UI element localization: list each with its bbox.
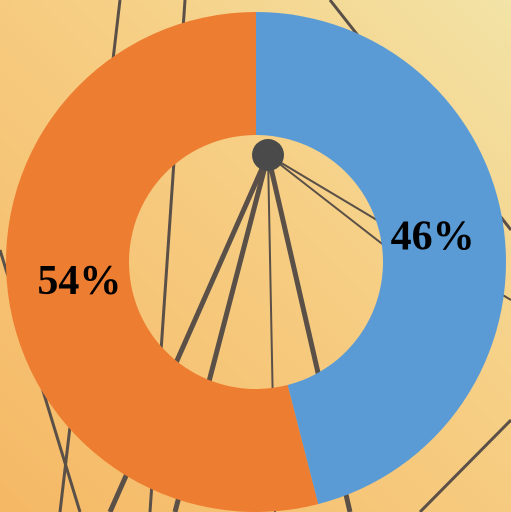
labels: 46% 54% [37,213,474,304]
donut [6,11,507,512]
value-label: 46% [391,213,475,259]
slice [256,11,507,505]
slice [6,12,319,512]
decor-dot [252,139,284,171]
value-label: 54% [37,258,121,304]
